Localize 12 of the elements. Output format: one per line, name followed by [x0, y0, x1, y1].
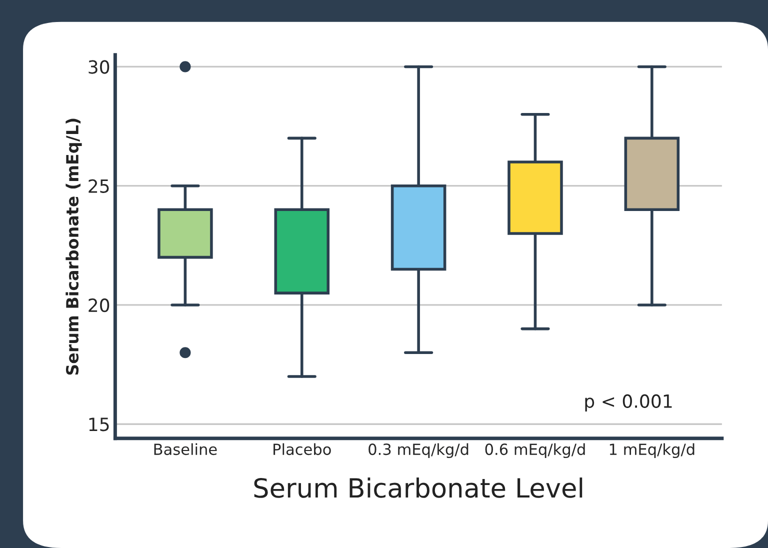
y-axis-title: Serum Bicarbonate (mEq/L)	[66, 118, 82, 375]
y-tick-label: 20	[88, 298, 110, 312]
x-tick-label: Baseline	[154, 443, 217, 456]
y-tick-label: 30	[88, 60, 110, 74]
y-tick-label: 25	[88, 179, 109, 193]
x-tick-label: 0.6 mEq/kg/d	[485, 443, 585, 458]
x-axis-title: Serum Bicarbonate Level	[254, 477, 582, 498]
annotation: p < 0.001	[585, 394, 672, 412]
x-tick-label: 1 mEq/kg/d	[610, 443, 694, 458]
x-tick-label: Placebo	[274, 443, 331, 456]
y-tick-label: 15	[89, 418, 109, 432]
x-tick-label: 0.3 mEq/kg/d	[368, 443, 468, 458]
